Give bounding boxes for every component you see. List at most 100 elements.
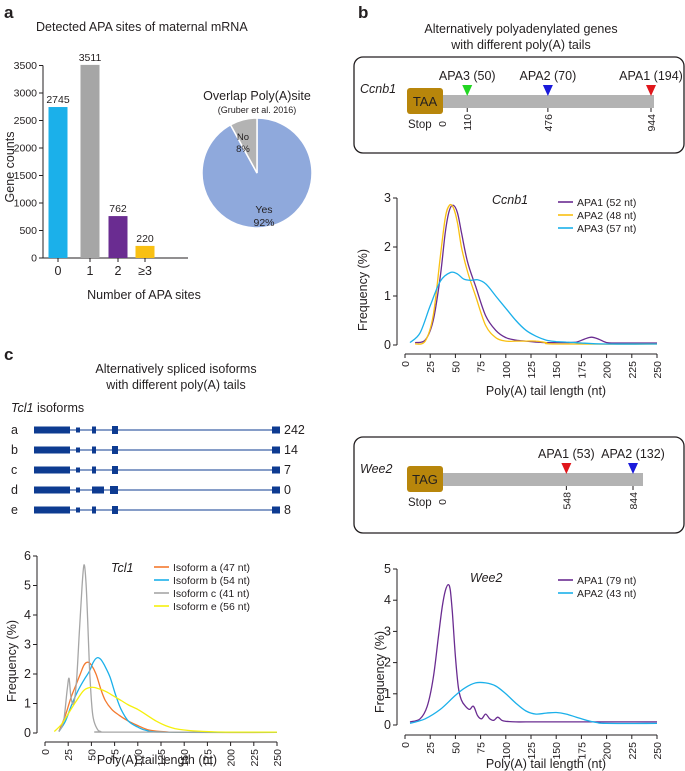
isoform-exon xyxy=(112,506,118,514)
tcl1-x-tick-label: 200 xyxy=(226,749,238,767)
isoform-exon xyxy=(76,447,80,453)
wee2-gene-label: Wee2 xyxy=(360,462,392,476)
wee2-xlabel: Poly(A) tail length (nt) xyxy=(486,757,606,771)
tcl1-y-tick-label: 6 xyxy=(24,549,31,563)
ccnb1-x-tick-label: 200 xyxy=(602,361,614,379)
ccnb1-ylabel: Frequency (%) xyxy=(356,249,370,331)
ccnb1-legend-label: APA1 (52 nt) xyxy=(577,197,636,209)
ccnb1-site-pos: 476 xyxy=(543,114,555,132)
wee2-x-tick-label: 225 xyxy=(627,742,639,760)
isoform-exon xyxy=(92,506,96,514)
ccnb1-stop-codon-box xyxy=(407,88,443,114)
isoform-id-label: e xyxy=(11,503,18,517)
panel-c: c Alternatively spliced isoforms with di… xyxy=(4,345,305,767)
panel-c-letter: c xyxy=(4,345,13,364)
bar-y-tick-label: 1500 xyxy=(14,170,38,182)
tcl1-x-tick-label: 175 xyxy=(202,749,214,767)
wee2-y-tick-label: 2 xyxy=(384,656,391,670)
tcl1-y-tick-label: 2 xyxy=(24,667,31,681)
wee2-x-tick-label: 250 xyxy=(652,742,664,760)
tcl1-x-tick-label: 75 xyxy=(110,749,122,761)
isoform-exon xyxy=(76,487,80,493)
bar-y-tick-label: 1000 xyxy=(14,198,38,210)
isoform-exon xyxy=(272,466,280,474)
ccnb1-apa-sites: APA3 (50) 110 APA2 (70) 476 APA1 (194) 944 xyxy=(439,69,683,132)
tcl1-density-chart: Frequency (%) Poly(A) tail length (nt) T… xyxy=(5,549,284,767)
isoform-exon xyxy=(92,466,96,474)
panel-b-letter: b xyxy=(358,3,368,22)
ccnb1-chart-title: Ccnb1 xyxy=(492,193,528,207)
ccnb1-density-chart: Frequency (%) Poly(A) tail length (nt) C… xyxy=(356,191,664,398)
wee2-stop-codon-box xyxy=(407,466,443,492)
bar-x-tick-label: ≥3 xyxy=(138,264,152,278)
wee2-site-pos: 844 xyxy=(628,492,640,510)
tcl1-y-tick-label: 1 xyxy=(24,697,31,711)
wee2-zero-label: 0 xyxy=(437,499,449,505)
ccnb1-series-line xyxy=(414,204,658,344)
pie-title: Overlap Poly(A)site xyxy=(203,89,311,103)
wee2-y-tick-label: 0 xyxy=(384,718,391,732)
isoform-exon xyxy=(34,466,70,474)
ccnb1-site-pos: 110 xyxy=(462,114,474,131)
isoform-exon xyxy=(272,446,280,454)
isoform-exon xyxy=(272,506,280,514)
bar-2 xyxy=(108,216,128,258)
panel-b-title-line1: Alternatively polyadenylated genes xyxy=(424,22,617,36)
panel-b: b Alternatively polyadenylated genes wit… xyxy=(353,3,685,771)
ccnb1-site-marker xyxy=(462,85,473,96)
tcl1-isoform-diagrams: a 242 b 14 c 7 d 0 e 8 xyxy=(11,423,305,517)
isoform-exon xyxy=(76,427,80,433)
ccnb1-x-tick-label: 125 xyxy=(526,361,538,379)
tcl1-ylabel: Frequency (%) xyxy=(5,620,19,702)
ccnb1-zero-label: 0 xyxy=(437,121,449,127)
isoform-exon xyxy=(34,486,70,494)
wee2-legend-label: APA1 (79 nt) xyxy=(577,575,636,587)
ccnb1-legend-label: APA3 (57 nt) xyxy=(577,223,636,235)
tcl1-x-tick-label: 100 xyxy=(133,749,145,767)
ccnb1-legend-label: APA2 (48 nt) xyxy=(577,210,636,222)
ccnb1-x-tick-label: 75 xyxy=(476,361,488,373)
panel-a: a Detected APA sites of maternal mRNA Ge… xyxy=(3,3,313,302)
wee2-x-tick-label: 75 xyxy=(476,742,488,754)
ccnb1-site-label: APA1 (194) xyxy=(619,69,683,83)
tcl1-y-tick-label: 4 xyxy=(24,608,31,622)
ccnb1-x-tick-label: 25 xyxy=(425,361,437,373)
ccnb1-x-tick-label: 250 xyxy=(652,361,664,379)
wee2-series-line xyxy=(409,681,658,725)
wee2-x-tick-label: 50 xyxy=(450,742,462,754)
bar-3 xyxy=(135,245,155,258)
isoform-exon xyxy=(112,426,118,434)
bar-1 xyxy=(80,64,100,259)
tcl1-gene-name: Tcl1 xyxy=(11,401,33,415)
bar-0 xyxy=(48,107,68,259)
wee2-x-tick-label: 100 xyxy=(501,742,513,760)
tcl1-series-line xyxy=(58,656,278,734)
wee2-x-tick-label: 175 xyxy=(576,742,588,760)
wee2-series-line xyxy=(409,583,657,723)
isoform-exon xyxy=(112,466,118,474)
bar-value-label: 2745 xyxy=(46,94,70,106)
isoform-exon xyxy=(110,486,118,494)
ccnb1-x-tick-label: 50 xyxy=(450,361,462,373)
ccnb1-stop-codon: TAA xyxy=(413,94,438,109)
ccnb1-gene-label: Ccnb1 xyxy=(360,82,396,96)
tcl1-chart-title: Tcl1 xyxy=(111,561,133,575)
ccnb1-stop-label: Stop xyxy=(408,119,432,131)
wee2-legend-label: APA2 (43 nt) xyxy=(577,588,636,600)
ccnb1-x-tick-label: 100 xyxy=(501,361,513,379)
wee2-x-tick-label: 125 xyxy=(526,742,538,760)
isoform-id-label: c xyxy=(11,463,17,477)
wee2-site-label: APA2 (132) xyxy=(601,447,665,461)
bar-value-label: 220 xyxy=(136,233,154,245)
panel-c-title-line2: with different poly(A) tails xyxy=(105,378,245,392)
panel-b-title-line2: with different poly(A) tails xyxy=(450,38,590,52)
wee2-site-marker xyxy=(628,463,638,474)
isoform-exon xyxy=(34,506,70,514)
tcl1-x-tick-label: 25 xyxy=(63,749,75,761)
tcl1-x-tick-label: 0 xyxy=(40,749,52,755)
ccnb1-x-tick-label: 0 xyxy=(400,361,412,367)
bar-y-tick-label: 3000 xyxy=(14,88,38,100)
ccnb1-y-tick-label: 0 xyxy=(384,338,391,352)
wee2-y-tick-label: 4 xyxy=(384,593,391,607)
